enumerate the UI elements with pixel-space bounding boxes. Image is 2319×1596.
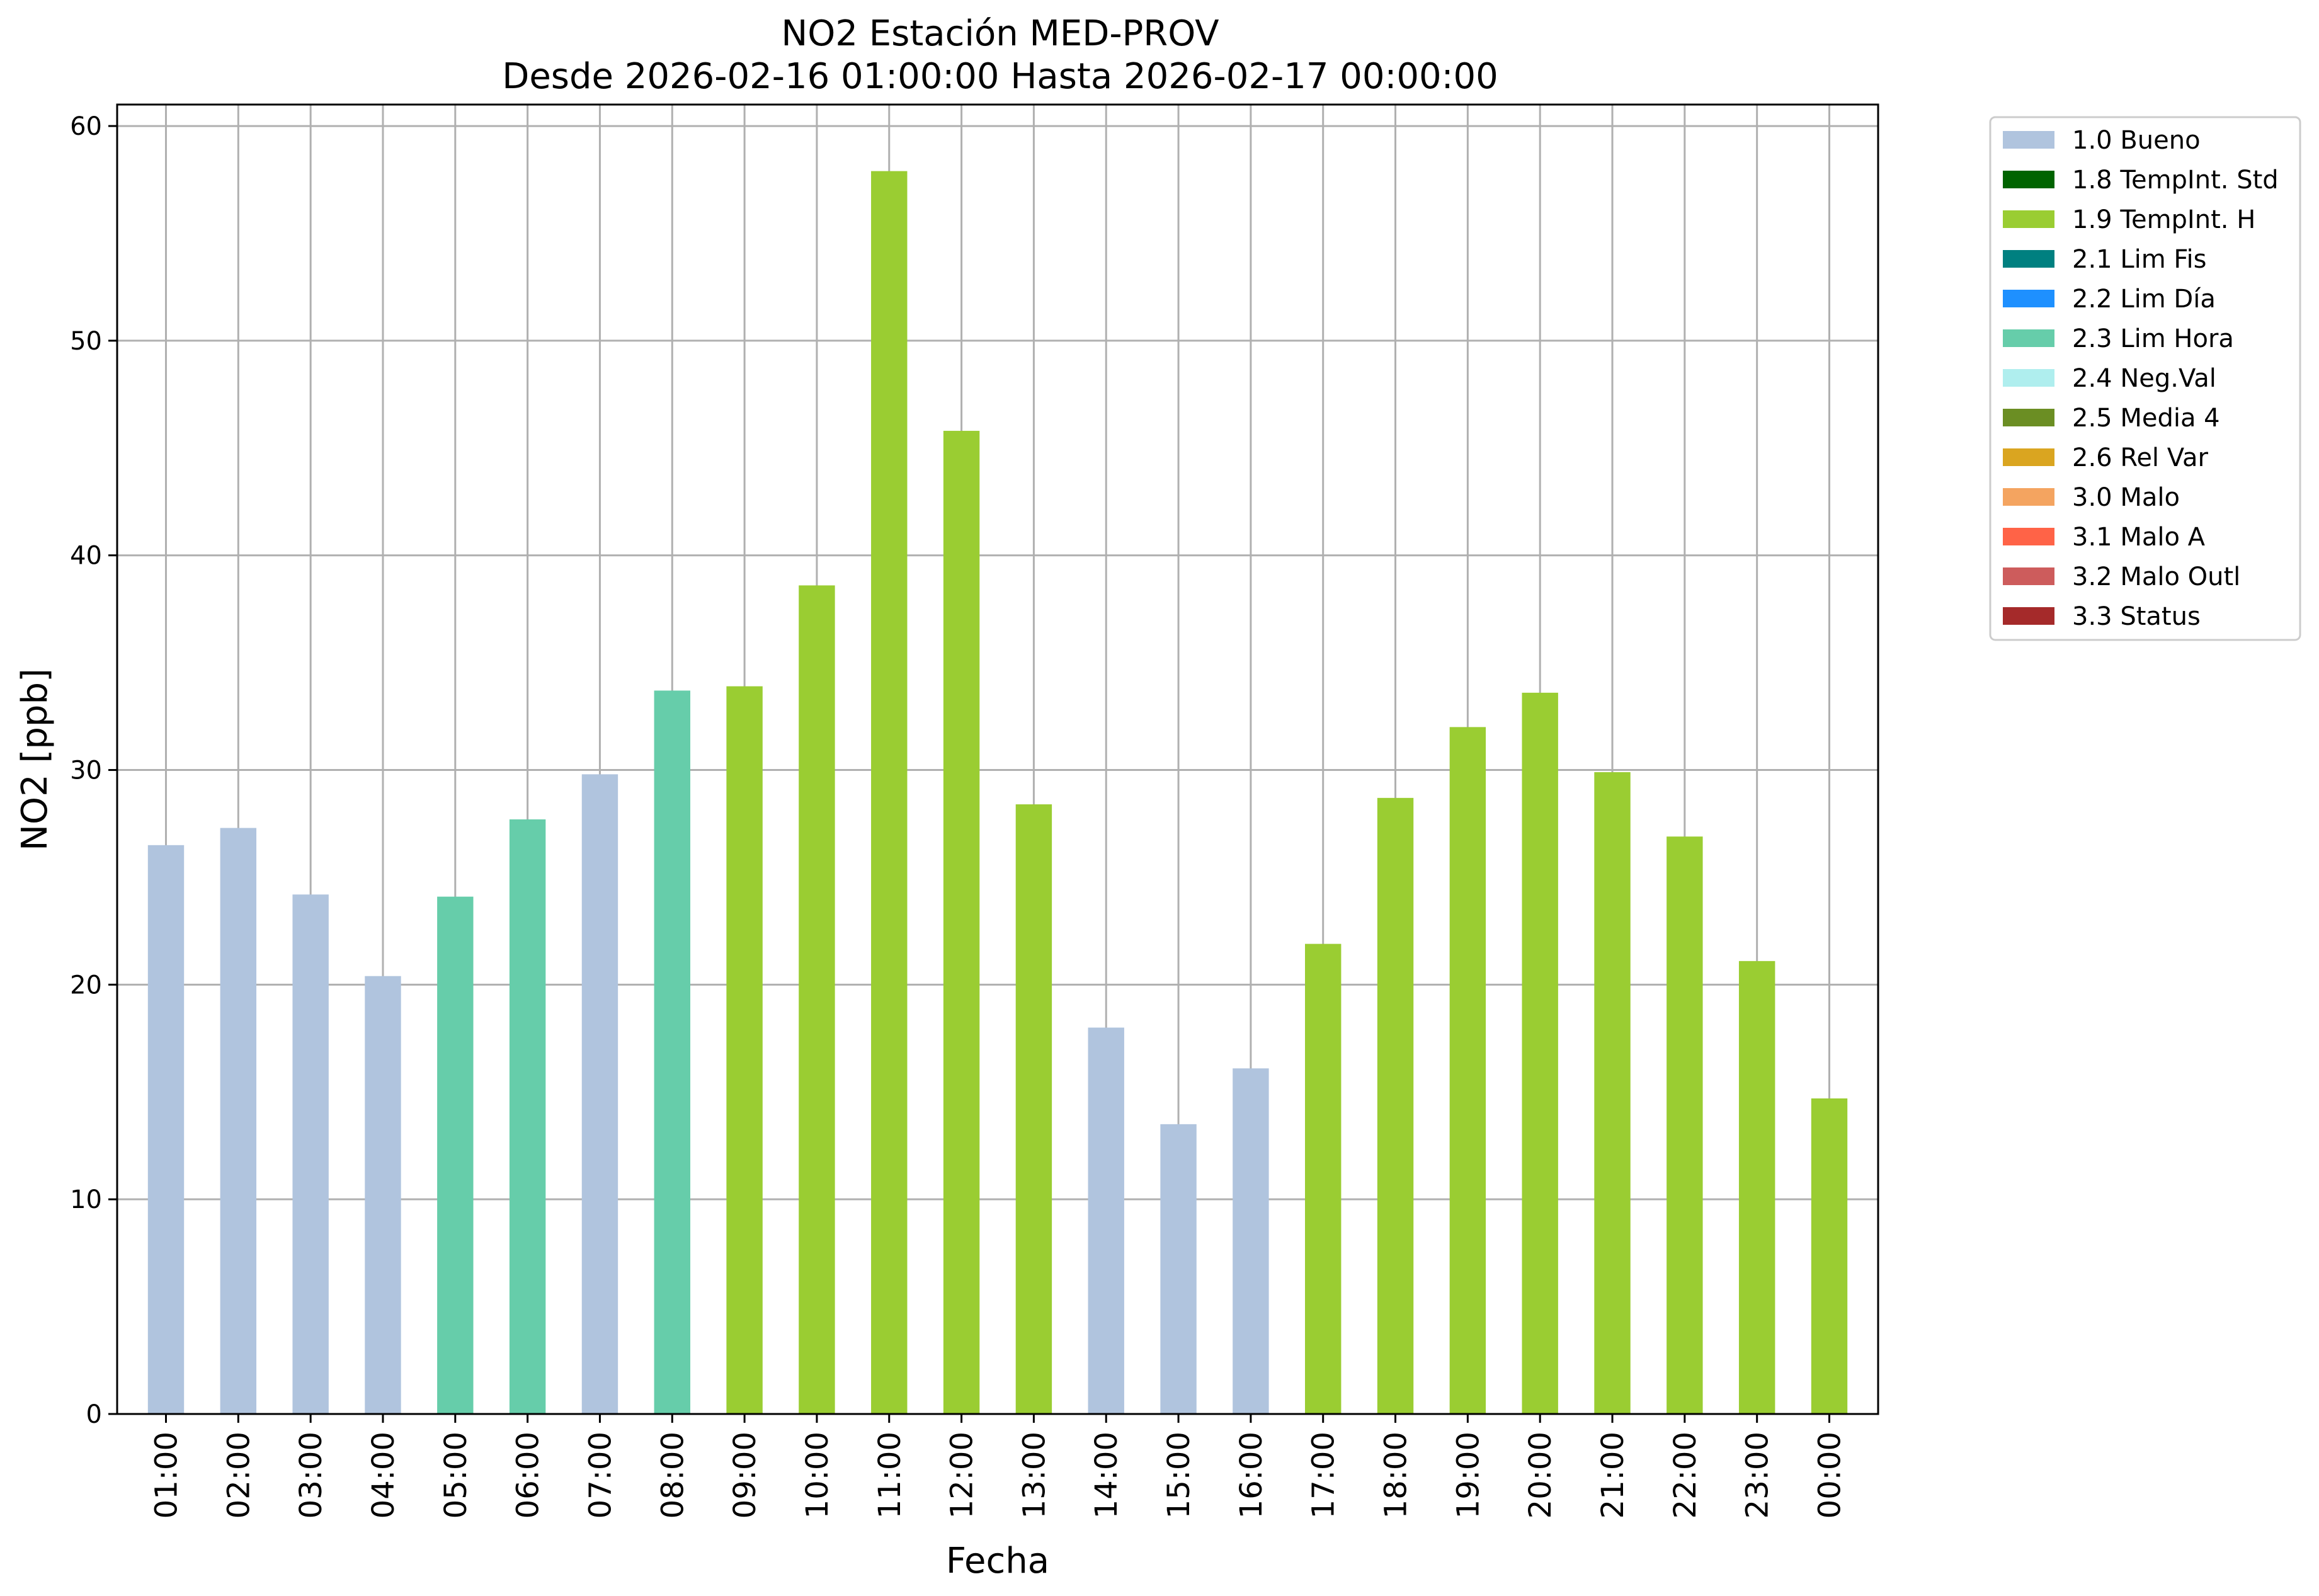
x-tick-label: 09:00 xyxy=(727,1432,763,1519)
legend-swatch xyxy=(2003,131,2054,149)
x-tick-label: 01:00 xyxy=(149,1432,185,1519)
x-axis-label: Fecha xyxy=(946,1541,1049,1582)
x-tick-label: 20:00 xyxy=(1523,1432,1558,1519)
legend: 1.0 Bueno 1.8 TempInt. Std 1.9 TempInt. H 2… xyxy=(1989,116,2301,641)
legend-swatch xyxy=(2003,171,2054,188)
bar-0100 xyxy=(147,845,185,1414)
legend-label: 3.0 Malo xyxy=(2072,483,2180,512)
bar-1800 xyxy=(1377,797,1414,1414)
bar-1700 xyxy=(1305,943,1342,1414)
x-tick-label: 18:00 xyxy=(1379,1432,1414,1519)
legend-label: 1.0 Bueno xyxy=(2072,126,2201,155)
x-tick-label: 08:00 xyxy=(655,1432,690,1519)
bar-0900 xyxy=(726,686,763,1414)
legend-swatch xyxy=(2003,210,2054,228)
bar-1200 xyxy=(943,431,980,1414)
x-tick-label: 15:00 xyxy=(1161,1432,1197,1519)
x-tick-label: 00:00 xyxy=(1812,1432,1847,1519)
x-axis-ticks: 01:00 02:00 03:00 04:00 05:00 06:00 07:00 08:00… xyxy=(149,1414,1847,1519)
bar-1500 xyxy=(1160,1124,1197,1414)
bar-2200 xyxy=(1667,836,1703,1414)
x-tick-label: 05:00 xyxy=(438,1432,474,1519)
y-axis-ticks: 0 10 20 30 40 50 60 xyxy=(70,112,117,1429)
y-tick-label: 50 xyxy=(70,327,102,356)
legend-label: 3.3 Status xyxy=(2072,602,2201,631)
legend-swatch xyxy=(2003,369,2054,387)
x-tick-label: 02:00 xyxy=(221,1432,256,1519)
legend-label: 2.2 Lim Día xyxy=(2072,285,2216,314)
legend-label: 2.3 Lim Hora xyxy=(2072,324,2234,353)
y-tick-label: 60 xyxy=(70,112,102,141)
x-tick-label: 10:00 xyxy=(800,1432,835,1519)
bar-0700 xyxy=(581,774,618,1414)
y-tick-label: 10 xyxy=(70,1185,102,1214)
bar-0300 xyxy=(292,894,329,1414)
bar-0400 xyxy=(365,976,401,1414)
bar-1600 xyxy=(1233,1068,1269,1414)
legend-label: 2.1 Lim Fis xyxy=(2072,245,2206,274)
legend-box xyxy=(1989,116,2301,641)
x-tick-label: 17:00 xyxy=(1306,1432,1342,1519)
legend-label: 2.5 Media 4 xyxy=(2072,404,2220,433)
x-tick-label: 21:00 xyxy=(1595,1432,1631,1519)
y-tick-label: 40 xyxy=(70,542,102,571)
x-tick-label: 13:00 xyxy=(1017,1432,1052,1519)
x-tick-label: 03:00 xyxy=(293,1432,329,1519)
x-tick-label: 23:00 xyxy=(1740,1432,1775,1519)
legend-swatch xyxy=(2003,607,2054,625)
x-tick-label: 14:00 xyxy=(1089,1432,1124,1519)
y-tick-label: 0 xyxy=(86,1400,102,1429)
bars-group xyxy=(147,171,1848,1415)
y-tick-label: 30 xyxy=(70,756,102,785)
bar-0200 xyxy=(220,828,257,1414)
legend-swatch xyxy=(2003,250,2054,268)
legend-label: 2.6 Rel Var xyxy=(2072,443,2209,472)
x-tick-label: 16:00 xyxy=(1234,1432,1269,1519)
chart-subtitle: Desde 2026-02-16 01:00:00 Hasta 2026-02-… xyxy=(502,56,1498,97)
legend-label: 3.1 Malo A xyxy=(2072,523,2206,552)
legend-label: 1.9 TempInt. H xyxy=(2072,205,2255,234)
bar-2000 xyxy=(1522,692,1558,1414)
x-tick-label: 22:00 xyxy=(1668,1432,1703,1519)
legend-label: 1.8 TempInt. Std xyxy=(2072,166,2279,195)
legend-swatch xyxy=(2003,448,2054,466)
bar-1300 xyxy=(1015,804,1052,1414)
legend-swatch xyxy=(2003,488,2054,506)
legend-swatch xyxy=(2003,528,2054,545)
legend-label: 2.4 Neg.Val xyxy=(2072,364,2216,393)
bar-2300 xyxy=(1738,960,1775,1414)
x-tick-label: 19:00 xyxy=(1450,1432,1486,1519)
x-tick-label: 07:00 xyxy=(583,1432,618,1519)
y-tick-label: 20 xyxy=(70,971,102,1000)
legend-swatch xyxy=(2003,290,2054,307)
bar-1100 xyxy=(871,171,908,1415)
bar-1900 xyxy=(1449,727,1486,1414)
x-tick-label: 11:00 xyxy=(872,1432,908,1519)
bar-1400 xyxy=(1088,1027,1124,1414)
x-tick-label: 04:00 xyxy=(366,1432,401,1519)
plot-frame xyxy=(116,103,1879,1415)
legend-items: 1.0 Bueno 1.8 TempInt. Std 1.9 TempInt. H 2… xyxy=(2003,126,2279,631)
legend-swatch xyxy=(2003,409,2054,426)
bar-0500 xyxy=(437,896,474,1414)
legend-swatch xyxy=(2003,567,2054,585)
legend-swatch xyxy=(2003,329,2054,347)
bar-1000 xyxy=(799,585,835,1414)
legend-label: 3.2 Malo Outl xyxy=(2072,562,2240,591)
y-axis-label: NO2 [ppb] xyxy=(14,668,55,851)
bar-0800 xyxy=(654,690,690,1414)
x-tick-label: 12:00 xyxy=(945,1432,980,1519)
chart-title: NO2 Estación MED-PROV xyxy=(781,13,1219,54)
x-tick-label: 06:00 xyxy=(511,1432,546,1519)
bar-0600 xyxy=(509,819,546,1414)
bar-2100 xyxy=(1594,772,1631,1414)
bar-0000 xyxy=(1811,1098,1848,1414)
